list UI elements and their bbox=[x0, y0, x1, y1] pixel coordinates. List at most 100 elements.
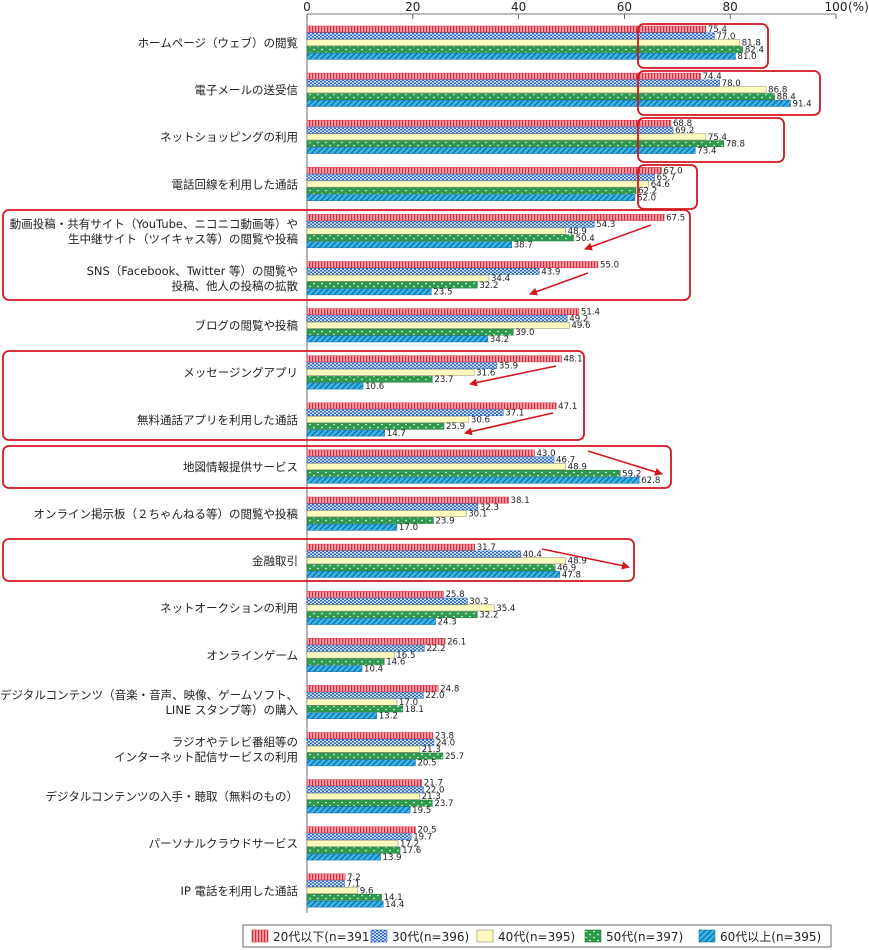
category-label: ネットオークションの利用 bbox=[160, 601, 298, 615]
bar bbox=[306, 382, 364, 390]
highlight-box bbox=[2, 538, 635, 582]
data-label: 62.2 bbox=[638, 187, 657, 197]
data-label: 32.2 bbox=[479, 281, 498, 291]
data-label: 13.2 bbox=[379, 712, 398, 722]
data-label: 62.8 bbox=[641, 476, 660, 486]
data-label: 7.2 bbox=[347, 873, 361, 883]
bar bbox=[306, 665, 363, 672]
bar bbox=[306, 126, 674, 134]
data-label: 49.6 bbox=[571, 321, 590, 331]
tick-label: 20 bbox=[405, 0, 420, 14]
legend-swatch bbox=[584, 929, 602, 943]
legend-label: 20代以下(n=391) bbox=[273, 930, 374, 944]
bar bbox=[306, 470, 621, 477]
bar bbox=[306, 712, 378, 720]
bar bbox=[306, 429, 386, 437]
bar bbox=[306, 698, 398, 706]
data-label: 75.4 bbox=[708, 25, 727, 35]
data-label: 31.6 bbox=[476, 368, 495, 378]
data-label: 91.4 bbox=[793, 99, 812, 109]
data-label: 20.5 bbox=[417, 759, 436, 769]
data-label: 48.9 bbox=[568, 463, 587, 473]
bar bbox=[306, 590, 444, 598]
bar bbox=[306, 241, 512, 249]
data-label: 48.1 bbox=[563, 355, 582, 365]
data-label: 64.6 bbox=[651, 180, 670, 190]
bar bbox=[306, 691, 424, 699]
data-label: 78.8 bbox=[726, 140, 745, 150]
bar bbox=[306, 893, 382, 901]
data-label: 62.0 bbox=[637, 194, 656, 204]
bar bbox=[306, 658, 385, 666]
data-label: 54.3 bbox=[596, 220, 615, 230]
bar bbox=[306, 234, 574, 242]
data-label: 67.0 bbox=[663, 166, 682, 176]
data-label: 18.1 bbox=[405, 705, 424, 715]
bar bbox=[306, 557, 566, 565]
bar bbox=[306, 362, 498, 369]
category-label: LINE スタンプ等）の購入 bbox=[166, 703, 299, 717]
category-label: デジタルコンテンツの入手・聴取（無料のもの） bbox=[45, 790, 298, 804]
bar bbox=[306, 194, 636, 201]
legend-label: 30代(n=396) bbox=[392, 930, 469, 944]
data-label: 51.4 bbox=[581, 308, 600, 318]
bar bbox=[306, 25, 707, 33]
bar bbox=[306, 93, 775, 100]
bar bbox=[306, 79, 720, 87]
bar bbox=[306, 786, 424, 793]
bar bbox=[306, 611, 478, 619]
bar bbox=[306, 806, 411, 814]
bar bbox=[306, 227, 566, 235]
data-label: 17.0 bbox=[399, 523, 418, 533]
bar bbox=[306, 644, 425, 652]
data-label: 14.6 bbox=[386, 658, 405, 668]
bar bbox=[306, 140, 725, 148]
category-label: 投稿、他人の投稿の拡散 bbox=[172, 279, 299, 293]
bar bbox=[306, 449, 535, 457]
highlight-box bbox=[637, 117, 785, 163]
data-label: 17.0 bbox=[399, 698, 418, 708]
category-label: メッセージングアプリ bbox=[183, 366, 298, 380]
legend-swatch bbox=[476, 929, 494, 943]
data-label: 82.4 bbox=[745, 45, 764, 55]
bar bbox=[306, 571, 561, 578]
bar bbox=[306, 745, 420, 753]
data-label: 78.0 bbox=[722, 79, 741, 89]
data-label: 10.6 bbox=[365, 382, 384, 392]
bar bbox=[306, 52, 736, 60]
trend-arrow bbox=[587, 450, 663, 476]
data-label: 69.2 bbox=[675, 126, 694, 136]
category-label: IP 電話を利用した通話 bbox=[181, 884, 299, 898]
data-label: 25.7 bbox=[445, 752, 464, 762]
data-label: 23.8 bbox=[435, 732, 454, 742]
data-label: 39.0 bbox=[515, 328, 534, 338]
bar bbox=[306, 887, 359, 894]
data-label: 25.9 bbox=[446, 422, 465, 432]
data-label: 19.7 bbox=[413, 833, 432, 843]
data-label: 68.8 bbox=[673, 119, 692, 129]
data-label: 22.2 bbox=[426, 644, 445, 654]
data-label: 31.7 bbox=[477, 543, 496, 553]
trend-arrow bbox=[464, 412, 554, 436]
category-label: 電子メールの送受信 bbox=[195, 83, 299, 97]
bar bbox=[306, 517, 434, 524]
bar bbox=[306, 335, 489, 343]
data-label: 23.7 bbox=[434, 375, 453, 385]
bar bbox=[306, 220, 595, 228]
bar bbox=[306, 214, 665, 221]
legend-swatch bbox=[370, 929, 388, 943]
data-label: 46.9 bbox=[557, 564, 576, 574]
data-label: 10.4 bbox=[364, 665, 383, 675]
bar bbox=[306, 46, 744, 53]
bar bbox=[306, 846, 401, 854]
bar bbox=[306, 261, 599, 268]
bar bbox=[306, 779, 423, 787]
data-label: 23.5 bbox=[433, 288, 452, 298]
tick-label: 100 bbox=[825, 0, 848, 14]
bar bbox=[306, 288, 432, 296]
data-label: 38.7 bbox=[514, 241, 533, 251]
bar bbox=[306, 840, 399, 847]
legend-label: 60代以上(n=395) bbox=[720, 930, 821, 944]
bar bbox=[306, 759, 416, 767]
bar bbox=[306, 853, 381, 861]
